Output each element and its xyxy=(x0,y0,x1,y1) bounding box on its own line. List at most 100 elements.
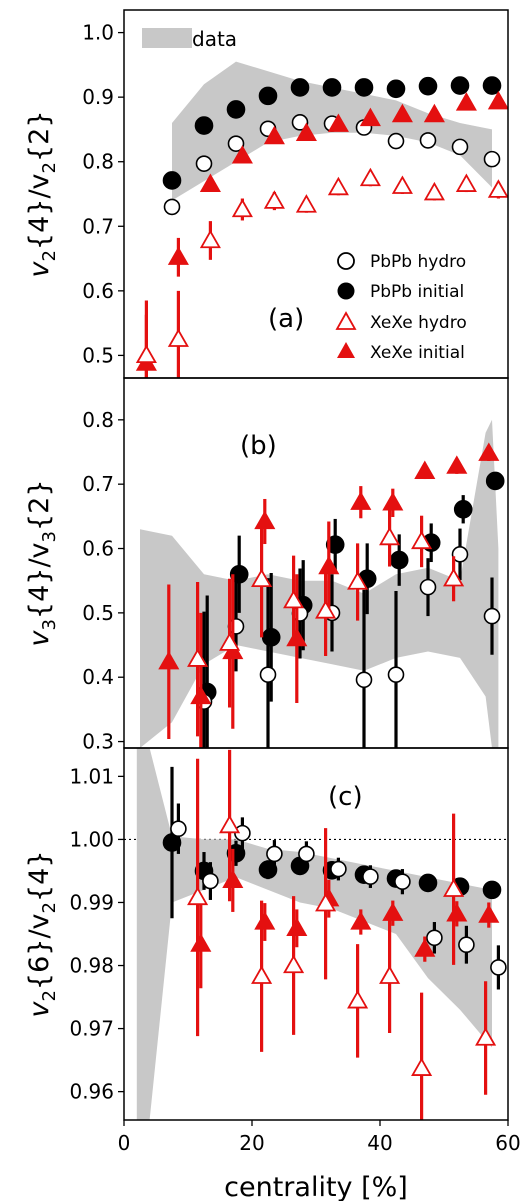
data-point xyxy=(199,173,221,192)
data-point xyxy=(229,564,249,584)
data-point xyxy=(263,190,285,209)
data-point xyxy=(162,833,182,852)
data-point xyxy=(394,873,411,890)
data-point xyxy=(414,460,436,479)
data-point xyxy=(347,990,369,1009)
series-xexe-hydro xyxy=(187,749,497,1120)
y-label-sub2: 2 xyxy=(39,902,60,913)
y-tick-label: 0.5 xyxy=(82,601,114,625)
legend-pbpb-initial-label: PbPb initial xyxy=(370,282,464,302)
data-point xyxy=(258,860,278,879)
legend-pbpb-hydro-marker xyxy=(337,252,355,270)
data-point xyxy=(259,666,277,683)
data-point xyxy=(266,845,283,863)
data-point xyxy=(170,820,187,838)
y-label-sub: 3 xyxy=(39,619,60,630)
y-tick-label: 0.3 xyxy=(82,730,114,754)
data-point xyxy=(475,1027,497,1046)
data-point xyxy=(426,929,443,947)
data-point xyxy=(135,344,157,364)
data-point xyxy=(482,880,502,900)
data-point xyxy=(231,198,253,218)
x-tick-label: 40 xyxy=(367,1131,392,1155)
data-band xyxy=(140,419,499,748)
series-markers xyxy=(135,76,508,378)
data-point xyxy=(379,965,401,984)
data-point xyxy=(411,530,433,550)
y-tick-label: 0.4 xyxy=(82,665,114,689)
y-tick-label: 0.8 xyxy=(82,408,114,432)
data-point xyxy=(451,138,469,156)
data-point xyxy=(423,181,445,201)
x-axis-label: centrality [%] xyxy=(224,1172,408,1201)
data-point xyxy=(379,526,401,546)
data-point xyxy=(362,868,379,885)
y-label-sub2: 3 xyxy=(39,531,60,542)
data-point xyxy=(194,116,214,135)
y-tick-label: 0.97 xyxy=(69,1017,114,1041)
series-pbpb-initial xyxy=(162,76,502,190)
y-label-sub: 2 xyxy=(39,990,60,1001)
data-point xyxy=(219,814,241,834)
data-point xyxy=(322,78,342,97)
data-point xyxy=(199,229,221,249)
data-point xyxy=(258,86,278,106)
data-point xyxy=(359,107,381,127)
panel-label: (c) xyxy=(328,782,363,812)
y-tick-label: 0.6 xyxy=(82,537,114,561)
series-pbpb-hydro xyxy=(163,114,501,216)
data-point xyxy=(453,499,473,519)
data-point xyxy=(315,600,337,619)
y-axis-label: v3{4}/v3{2} xyxy=(24,479,60,646)
legend-data-swatch xyxy=(142,28,192,48)
panel-label: (a) xyxy=(268,304,304,334)
y-tick-label: 1.0 xyxy=(82,21,114,45)
legend-xexe-initial-label: XeXe initial xyxy=(370,343,465,363)
data-point xyxy=(283,954,305,974)
data-point xyxy=(443,567,465,587)
data-point xyxy=(389,550,409,570)
data-point xyxy=(411,1057,433,1076)
y-label-end: {2} xyxy=(24,479,55,531)
panel-a: 0.50.60.70.80.91.0 (a) v2{4}/v2{2} data … xyxy=(24,21,508,378)
data-point xyxy=(290,78,310,97)
data-point xyxy=(478,442,500,461)
panel-c: 0.960.970.980.991.001.01 (c) v2{6}/v2{4} xyxy=(24,748,508,1120)
y-tick-label: 1.00 xyxy=(69,827,114,851)
legend-pbpb-initial-marker xyxy=(337,282,355,300)
y-axis-label: v2{6}/v2{4} xyxy=(24,850,60,1017)
y-tick-label: 0.7 xyxy=(82,472,114,496)
data-point xyxy=(298,845,315,863)
data-point xyxy=(451,546,469,563)
data-point xyxy=(387,666,405,683)
panel-b: 0.3 0.4 0.5 0.6 0.7 0.8 (b) v3{4}/v3{2} xyxy=(24,408,505,754)
y-axis-ticks: 0.3 0.4 0.5 0.6 0.7 0.8 xyxy=(82,408,124,754)
y-tick-label: 0.8 xyxy=(82,150,114,174)
data-point xyxy=(162,171,182,190)
data-point xyxy=(387,132,405,150)
panel-label: (b) xyxy=(240,431,277,461)
y-tick-label: 0.7 xyxy=(82,214,114,238)
y-label-sub2: 2 xyxy=(39,162,60,173)
y-tick-label: 0.6 xyxy=(82,279,114,303)
data-point xyxy=(355,671,373,689)
data-point xyxy=(251,965,273,984)
y-tick-label: 1.01 xyxy=(69,764,114,788)
data-point xyxy=(359,167,381,187)
x-tick-label: 20 xyxy=(239,1131,264,1155)
x-tick-label: 60 xyxy=(495,1131,520,1155)
data-point xyxy=(291,114,309,131)
data-point xyxy=(202,872,219,890)
legend-pbpb-hydro-label: PbPb hydro xyxy=(370,252,466,272)
y-label-main: v xyxy=(24,630,55,647)
data-point xyxy=(226,100,246,119)
data-point xyxy=(418,873,438,893)
data-point xyxy=(167,246,189,265)
data-point xyxy=(347,571,369,590)
y-tick-label: 0.96 xyxy=(69,1080,114,1104)
data-point xyxy=(487,179,508,198)
y-axis-ticks: 0.96 0.97 0.98 0.99 1.00 1.01 xyxy=(69,764,124,1104)
data-point xyxy=(315,892,337,912)
data-point xyxy=(330,860,347,878)
